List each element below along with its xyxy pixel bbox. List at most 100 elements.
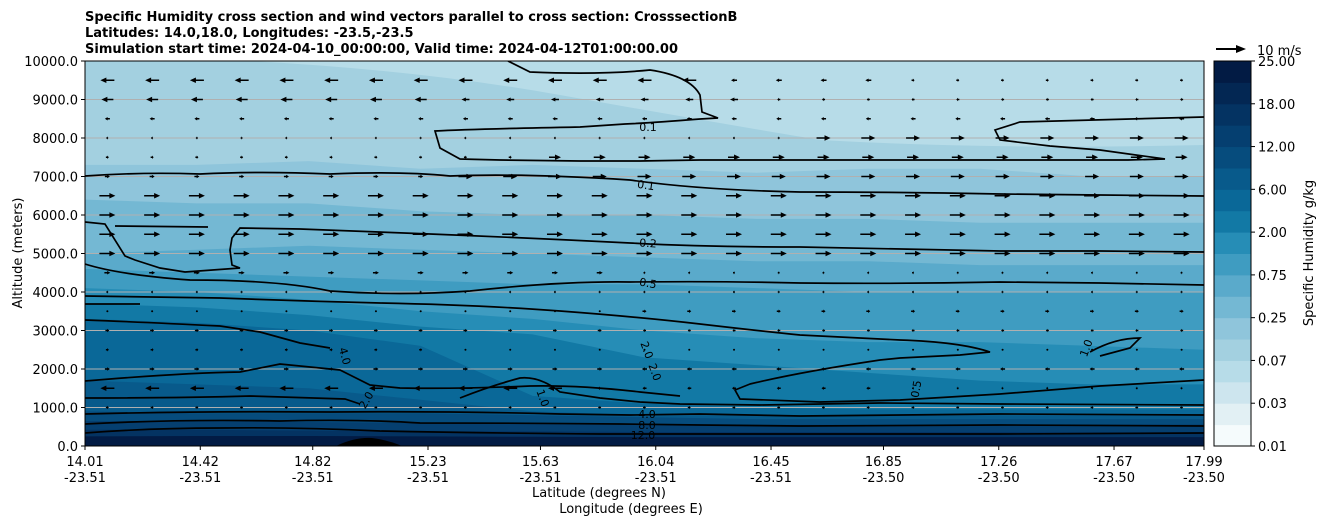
wind-vector-head <box>243 212 250 218</box>
wind-vector <box>1128 212 1145 218</box>
y-tick-label: 6000.0 <box>33 209 79 224</box>
wind-vector-head <box>324 77 331 83</box>
wind-vector <box>866 386 871 391</box>
wind-vector <box>547 77 562 83</box>
wind-vector-head <box>506 97 511 102</box>
wind-vector <box>1173 250 1190 257</box>
wind-vector-head <box>1094 193 1101 199</box>
y-tick-label: 5000.0 <box>33 248 79 263</box>
wind-vector-head <box>465 136 467 140</box>
wind-vector <box>144 193 161 199</box>
wind-vector-head <box>420 155 423 160</box>
colorbar-swatch <box>1214 339 1251 361</box>
wind-vector <box>190 96 203 103</box>
wind-vector <box>996 154 1009 160</box>
wind-vector-head <box>198 212 205 218</box>
wind-vector-head <box>682 77 689 83</box>
wind-vector-dot <box>464 310 467 313</box>
wind-vector <box>636 231 653 237</box>
wind-vector-head <box>1136 405 1139 410</box>
wind-vector <box>284 347 288 352</box>
wind-vector <box>368 77 383 83</box>
y-axis: 0.0 1000.0 2000.0 3000.0 4000.0 5000.0 6000.0 7… <box>24 55 85 455</box>
wind-vector <box>1090 309 1095 314</box>
wind-vector-head <box>599 328 602 333</box>
wind-vector-head <box>686 367 690 371</box>
wind-vector <box>464 290 467 294</box>
wind-vector-head <box>375 174 379 179</box>
wind-vector <box>105 347 109 352</box>
wind-vector-head <box>554 270 558 275</box>
wind-vector <box>728 154 741 160</box>
wind-vector <box>104 116 110 121</box>
wind-vector <box>688 270 691 275</box>
wind-vector <box>815 212 832 218</box>
wind-vector-head <box>645 173 652 180</box>
wind-vector-head <box>735 173 742 180</box>
wind-vector <box>194 174 200 179</box>
wind-vector-head <box>1136 154 1143 160</box>
wind-vector-head <box>286 155 288 160</box>
wind-vector <box>1045 405 1049 410</box>
wind-vector-head <box>776 367 780 371</box>
wind-vector-head <box>1181 270 1183 275</box>
wind-vector-head <box>689 154 696 160</box>
wind-vector-head <box>825 193 832 199</box>
wind-vector <box>1001 270 1004 275</box>
wind-vector <box>731 367 737 371</box>
wind-vector <box>1045 97 1049 102</box>
x-tick-label-lon: -23.51 <box>292 471 334 486</box>
wind-vector <box>1173 193 1190 199</box>
contour-line <box>459 376 1204 406</box>
wind-vector-head <box>1182 173 1189 180</box>
wind-vector <box>912 270 915 275</box>
wind-vector-head <box>687 386 690 391</box>
wind-vector <box>283 174 289 179</box>
wind-vector <box>688 290 691 294</box>
wind-vector-head <box>241 155 244 160</box>
wind-vector <box>145 385 160 391</box>
wind-vector <box>105 155 109 160</box>
wind-vector <box>1128 193 1145 199</box>
wind-vector-head <box>198 231 205 237</box>
wind-vector <box>149 270 156 275</box>
wind-vector <box>591 250 608 257</box>
wind-vector-head <box>733 405 736 410</box>
wind-vector-head <box>107 270 111 275</box>
wind-vector <box>150 405 154 410</box>
wind-vector <box>591 193 608 199</box>
wind-vector <box>1090 405 1094 410</box>
wind-vector-head <box>151 174 155 179</box>
wind-vector <box>1084 250 1101 257</box>
wind-vector <box>1091 348 1094 351</box>
wind-vector-head <box>288 250 295 257</box>
wind-vector-head <box>510 155 512 160</box>
contour-label: 0.1 <box>639 121 657 134</box>
wind-vector-head <box>915 212 922 218</box>
wind-vector <box>546 250 563 257</box>
wind-vector <box>329 347 333 352</box>
wind-vector <box>239 367 245 371</box>
wind-vector-head <box>912 309 916 314</box>
wind-vector <box>687 328 691 333</box>
wind-vector <box>464 348 467 351</box>
wind-vector <box>1001 290 1004 294</box>
wind-vector-head <box>777 328 779 333</box>
wind-vector <box>592 173 607 180</box>
wind-vector <box>193 270 200 275</box>
wind-vector-head <box>644 136 646 140</box>
wind-vector <box>553 310 556 313</box>
wind-vector <box>546 193 563 199</box>
wind-vector <box>912 348 915 351</box>
wind-vector-head <box>241 347 244 352</box>
colorbar-tick-label: 25.00 <box>1258 55 1295 70</box>
plot-area: 0.10.10.20.54.0 2.02.02.0 1.0 0.51.04.08.01… <box>85 61 1204 446</box>
wind-vector <box>817 154 830 160</box>
wind-vector-head <box>1003 173 1010 180</box>
wind-vector-head <box>646 231 653 237</box>
wind-vector <box>682 77 697 83</box>
wind-vector <box>503 173 518 180</box>
wind-vector <box>1180 386 1183 391</box>
wind-vector-head <box>241 367 245 371</box>
wind-vector <box>1135 405 1139 410</box>
